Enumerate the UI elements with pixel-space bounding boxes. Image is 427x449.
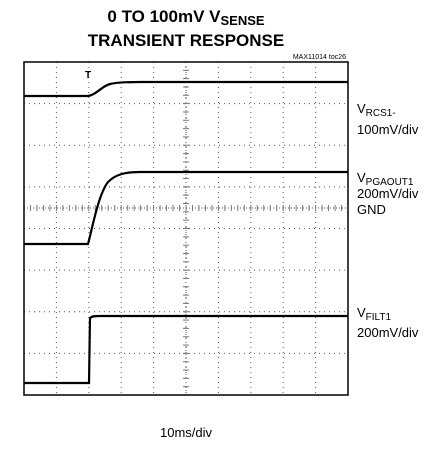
screen-border (23, 61, 349, 396)
channel-3-scale: 200mV/div (357, 325, 419, 340)
channel-1-scale: 100mV/div (357, 122, 419, 137)
timebase: 10ms/div (160, 425, 213, 440)
title-main: 0 TO 100mV V (107, 7, 221, 26)
title-subscript: SENSE (221, 13, 265, 28)
trace-filt1 (24, 314, 348, 385)
channel-3-name: VFILT1 (357, 305, 391, 323)
title-line-2: TRANSIENT RESPONSE (88, 31, 284, 50)
title-line-1: 0 TO 100mV VSENSE (107, 7, 264, 28)
subscript: PGAOUT1 (366, 177, 414, 188)
trigger-marker: T (85, 70, 91, 81)
channel-2-name: VPGAOUT1 (357, 170, 414, 188)
trace-rcs1 (24, 80, 348, 98)
channel-2-scale: 200mV/div (357, 186, 419, 201)
traces (24, 80, 348, 385)
subscript: RCS1- (366, 108, 396, 119)
subscript: FILT1 (366, 312, 392, 323)
ground-label: GND (357, 202, 386, 217)
figure-id: MAX11014 toc26 (293, 54, 346, 61)
channel-1-name: VRCS1- (357, 101, 396, 119)
symbol: V (357, 305, 366, 320)
symbol: V (357, 170, 366, 185)
trace-pgaout1 (24, 170, 348, 246)
symbol: V (357, 101, 366, 116)
grid (23, 61, 349, 396)
